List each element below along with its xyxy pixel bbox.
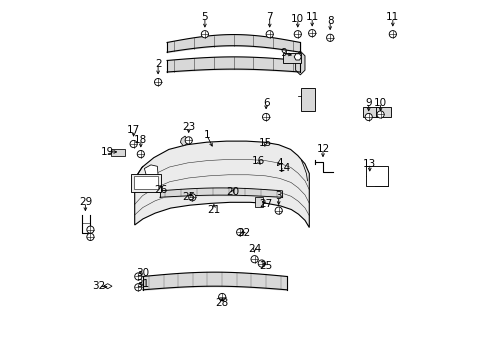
- Polygon shape: [103, 284, 112, 289]
- Circle shape: [262, 113, 269, 121]
- Text: 21: 21: [207, 204, 220, 215]
- Text: 28: 28: [215, 298, 228, 308]
- Text: 25: 25: [258, 261, 271, 271]
- Circle shape: [130, 140, 137, 148]
- Text: 16: 16: [251, 156, 264, 166]
- Text: 9: 9: [280, 48, 286, 58]
- Text: 11: 11: [305, 12, 318, 22]
- Bar: [133, 176, 158, 189]
- Text: 8: 8: [326, 16, 333, 26]
- Circle shape: [294, 31, 301, 38]
- Text: 24: 24: [247, 244, 261, 254]
- Text: 14: 14: [277, 163, 290, 174]
- Text: 10: 10: [373, 98, 386, 108]
- Bar: [362, 107, 377, 117]
- Text: 6: 6: [262, 98, 269, 108]
- Text: 1: 1: [203, 130, 209, 140]
- Circle shape: [134, 284, 142, 291]
- Circle shape: [188, 194, 196, 201]
- Text: 31: 31: [136, 279, 149, 289]
- Polygon shape: [294, 54, 301, 60]
- Polygon shape: [180, 136, 187, 146]
- Circle shape: [134, 273, 142, 280]
- Circle shape: [154, 78, 162, 86]
- Circle shape: [376, 111, 384, 118]
- Text: 11: 11: [386, 12, 399, 22]
- Polygon shape: [144, 165, 158, 178]
- Text: 32: 32: [92, 281, 105, 291]
- Text: 10: 10: [291, 14, 304, 24]
- Circle shape: [250, 256, 258, 263]
- Text: 15: 15: [258, 138, 271, 148]
- Text: 25: 25: [182, 192, 195, 202]
- Text: 18: 18: [134, 135, 147, 145]
- Polygon shape: [134, 141, 309, 228]
- Text: 19: 19: [100, 147, 113, 157]
- Circle shape: [365, 113, 371, 121]
- Bar: [111, 149, 125, 156]
- Bar: [366, 166, 387, 186]
- Polygon shape: [295, 51, 305, 75]
- Text: 2: 2: [155, 59, 161, 69]
- Bar: [131, 174, 160, 192]
- Circle shape: [265, 31, 273, 38]
- Text: 27: 27: [258, 199, 271, 210]
- Text: 17: 17: [127, 125, 140, 135]
- Circle shape: [308, 30, 315, 37]
- Circle shape: [236, 229, 244, 236]
- Circle shape: [258, 260, 265, 267]
- Circle shape: [218, 293, 225, 301]
- Circle shape: [388, 31, 396, 38]
- Bar: [283, 53, 300, 63]
- Text: 29: 29: [79, 197, 92, 207]
- Circle shape: [87, 233, 94, 240]
- Text: 20: 20: [226, 186, 239, 197]
- Text: 12: 12: [316, 144, 329, 154]
- Text: 5: 5: [201, 12, 208, 22]
- Bar: [301, 88, 314, 111]
- Circle shape: [201, 31, 208, 38]
- Text: 26: 26: [154, 185, 167, 195]
- Text: 22: 22: [237, 228, 250, 238]
- Circle shape: [326, 34, 333, 41]
- Text: 30: 30: [136, 268, 149, 278]
- Circle shape: [275, 207, 282, 214]
- Text: 7: 7: [266, 12, 272, 22]
- Circle shape: [87, 226, 94, 233]
- Text: 23: 23: [182, 122, 195, 132]
- Text: 9: 9: [365, 98, 371, 108]
- Text: 3: 3: [275, 191, 282, 201]
- Bar: [375, 107, 390, 117]
- Circle shape: [185, 137, 192, 144]
- Circle shape: [137, 150, 144, 158]
- Bar: [254, 197, 262, 207]
- Text: 13: 13: [363, 159, 376, 169]
- Text: 4: 4: [276, 158, 283, 168]
